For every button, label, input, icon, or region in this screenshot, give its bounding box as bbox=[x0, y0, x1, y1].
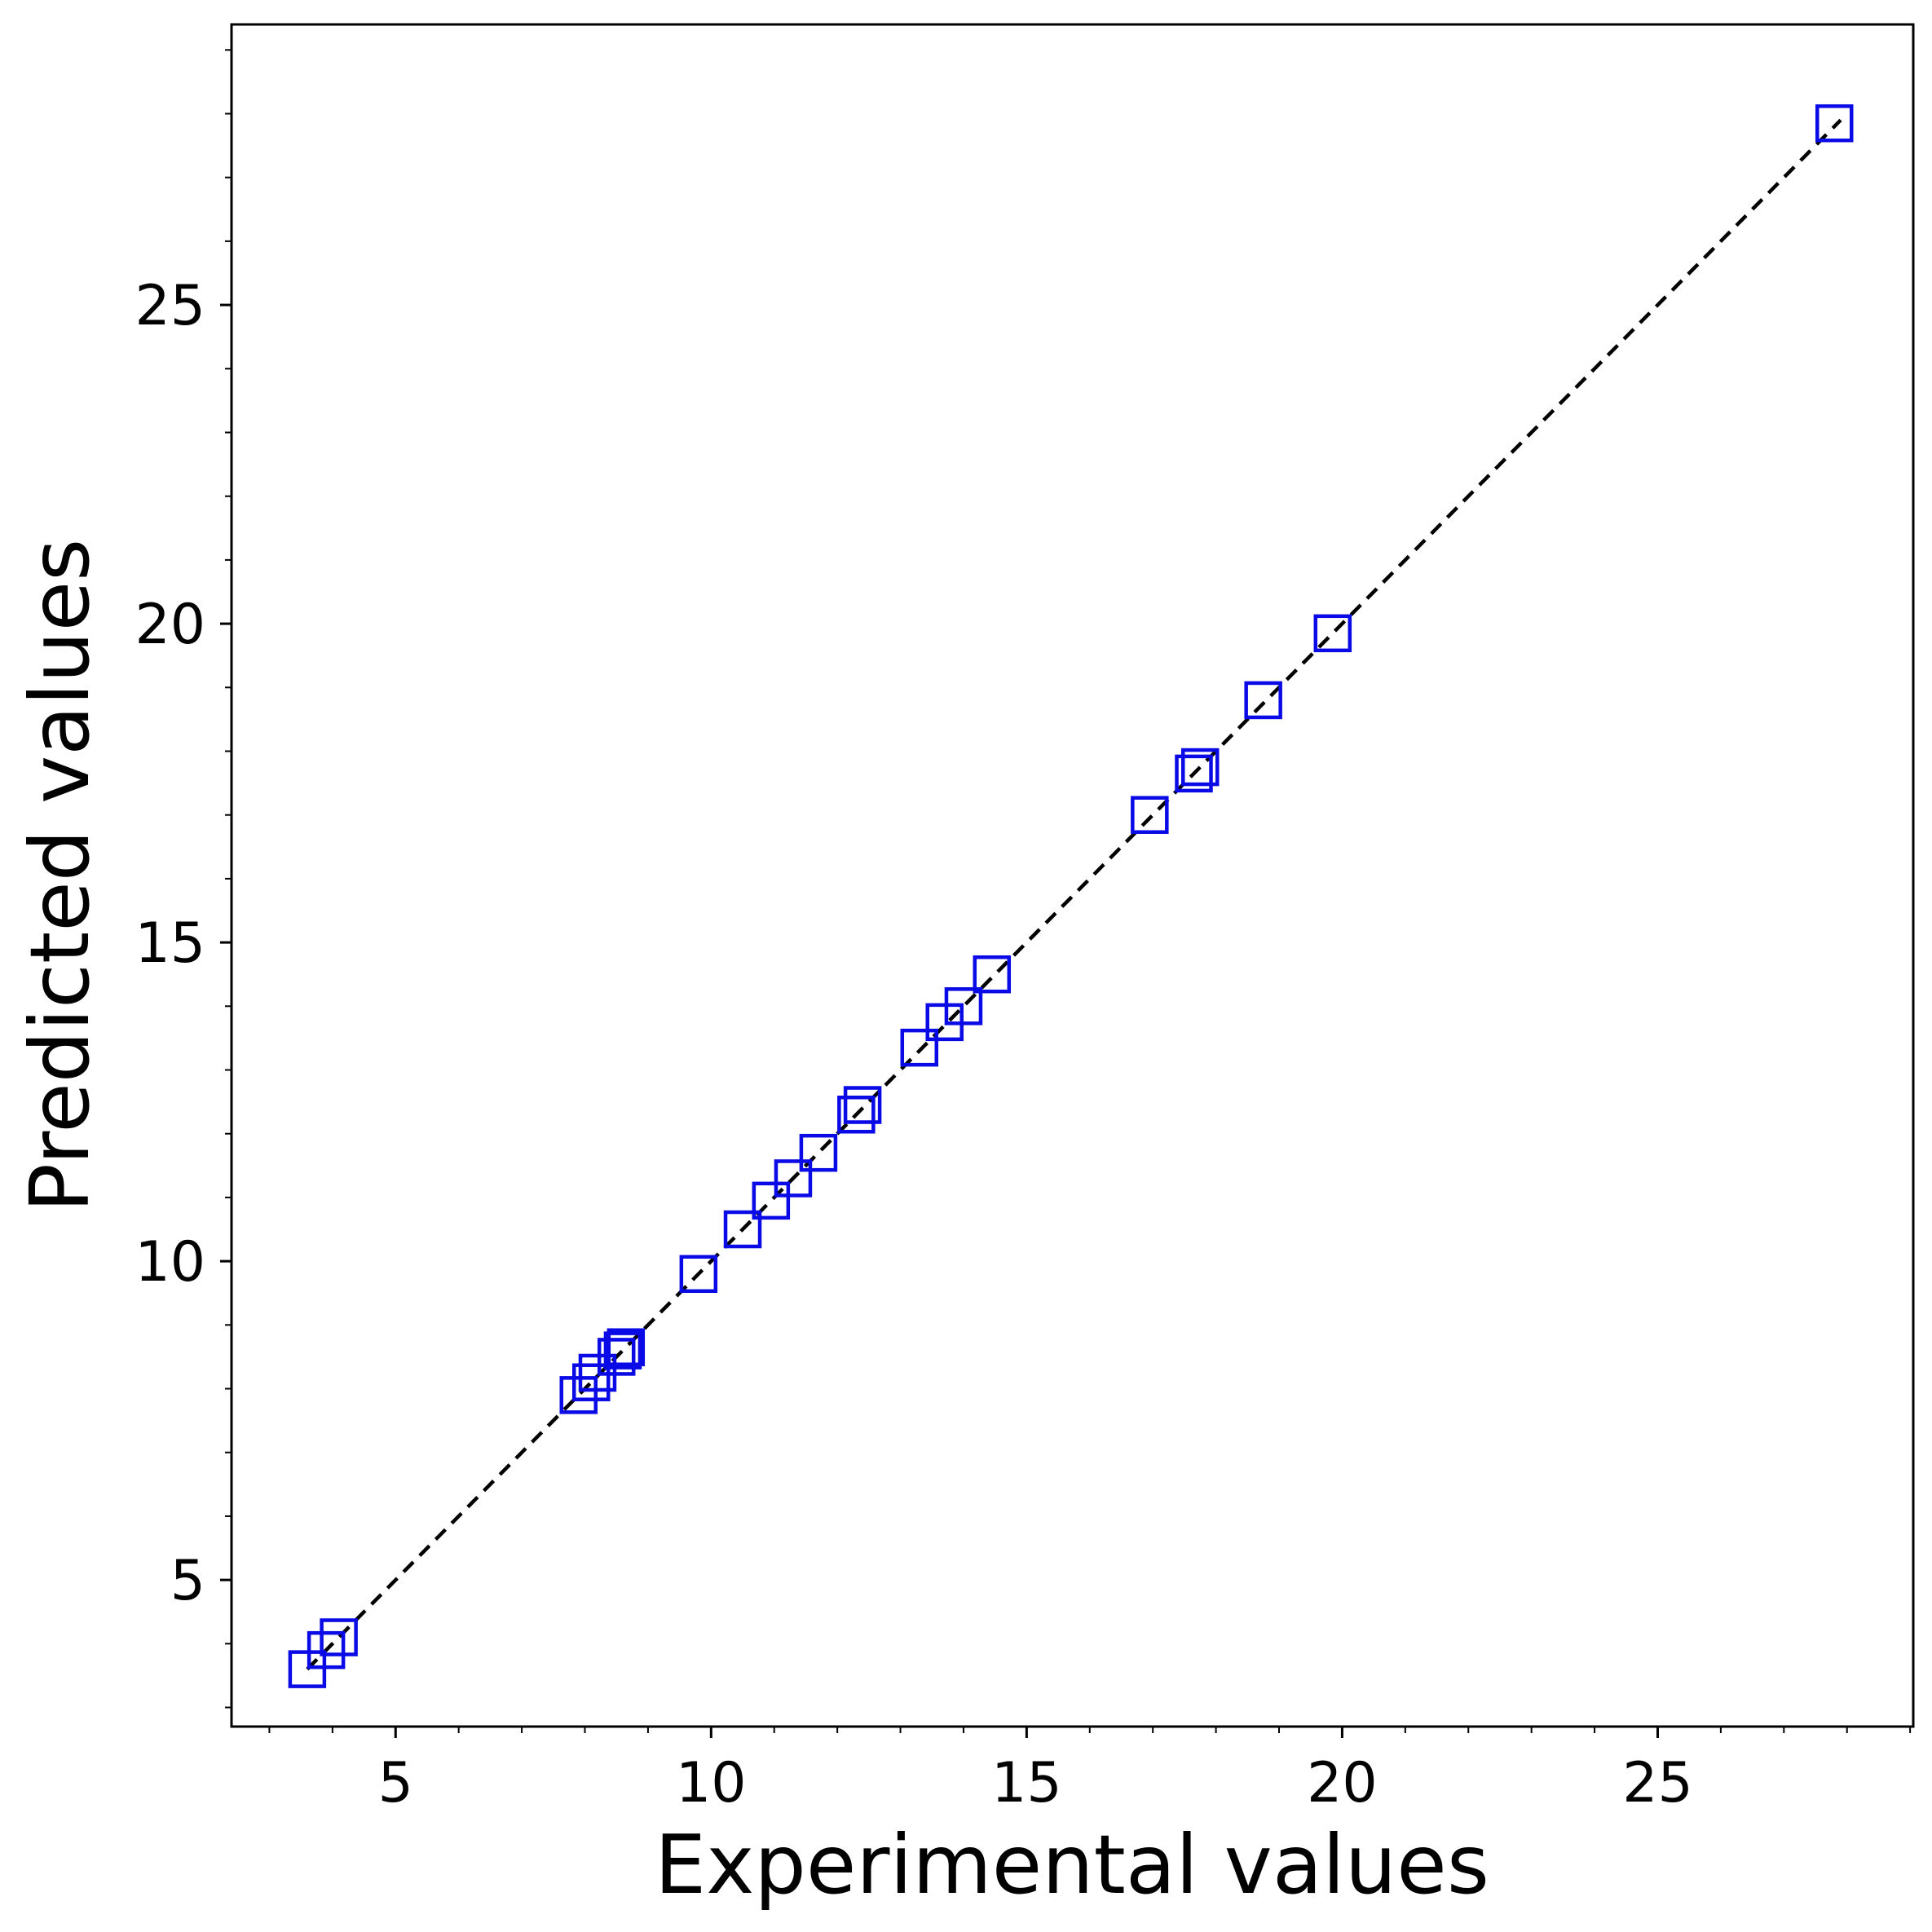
data-point bbox=[837, 1096, 876, 1134]
data-point bbox=[571, 1363, 611, 1401]
data-point bbox=[900, 1028, 939, 1067]
plot-frame bbox=[230, 23, 1915, 1728]
x-tick-label: 15 bbox=[991, 1751, 1062, 1815]
data-point bbox=[597, 1338, 636, 1376]
x-tick-label: 20 bbox=[1307, 1751, 1378, 1815]
y-tick-label: 15 bbox=[135, 911, 205, 976]
plot-area bbox=[232, 24, 1913, 1727]
y-tick-label: 10 bbox=[135, 1230, 205, 1295]
data-point bbox=[774, 1159, 813, 1198]
x-axis-label: Experimental values bbox=[655, 1817, 1489, 1912]
data-point bbox=[1313, 614, 1352, 653]
x-tick-label: 10 bbox=[676, 1751, 747, 1815]
y-tick-label: 20 bbox=[135, 593, 205, 657]
y-tick-label: 25 bbox=[135, 274, 205, 338]
data-point bbox=[752, 1181, 791, 1220]
data-point bbox=[799, 1133, 838, 1172]
data-point bbox=[944, 987, 983, 1026]
data-point bbox=[723, 1210, 762, 1249]
data-point bbox=[603, 1331, 642, 1370]
data-point bbox=[607, 1328, 646, 1366]
data-point bbox=[307, 1630, 346, 1670]
data-point bbox=[1175, 754, 1213, 793]
reference-line bbox=[306, 118, 1842, 1671]
data-point bbox=[1244, 681, 1282, 720]
data-point bbox=[1131, 796, 1169, 834]
data-point bbox=[973, 955, 1012, 994]
data-point bbox=[679, 1255, 718, 1294]
y-axis-label: Predicted values bbox=[12, 539, 108, 1212]
x-tick-label: 5 bbox=[378, 1751, 413, 1815]
data-point bbox=[320, 1618, 358, 1656]
y-tick-label: 5 bbox=[170, 1549, 205, 1613]
x-tick-label: 25 bbox=[1622, 1751, 1693, 1815]
data-point bbox=[1815, 104, 1854, 143]
data-point bbox=[1181, 748, 1220, 787]
data-point bbox=[843, 1086, 882, 1124]
